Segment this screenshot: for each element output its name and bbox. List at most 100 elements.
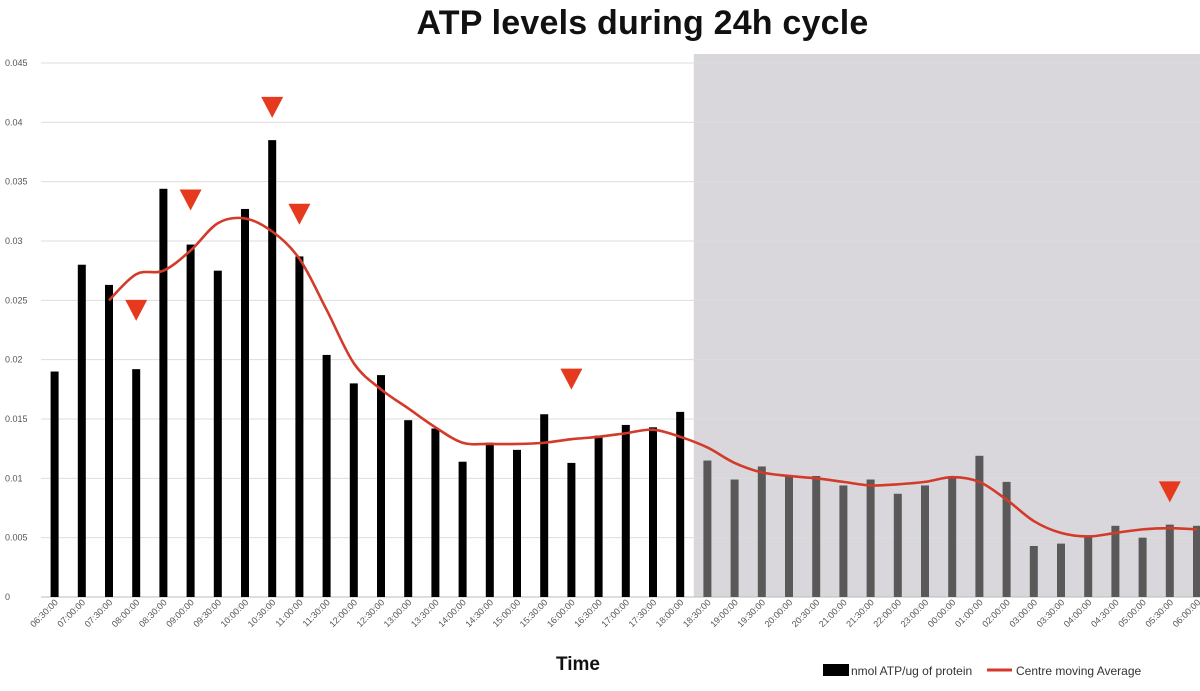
x-tick-label: 11:00:00 bbox=[273, 597, 304, 628]
x-tick-label: 08:30:00 bbox=[137, 597, 169, 629]
y-tick-label: 0.03 bbox=[5, 236, 23, 246]
moving-average-line bbox=[108, 216, 1198, 538]
x-tick-label: 12:30:00 bbox=[355, 597, 387, 629]
bar bbox=[1111, 525, 1120, 597]
y-tick-label: 0.005 bbox=[5, 533, 28, 543]
bar bbox=[513, 449, 521, 597]
chart-title: ATP levels during 24h cycle bbox=[416, 4, 869, 42]
bar bbox=[975, 455, 984, 597]
bar bbox=[1002, 481, 1011, 597]
x-tick-label: 20:00:00 bbox=[763, 597, 795, 629]
annotation-marker bbox=[125, 299, 148, 321]
annotation-markers bbox=[125, 96, 1181, 503]
x-tick-label: 16:00:00 bbox=[545, 597, 577, 629]
bar bbox=[295, 256, 304, 597]
legend-bar-swatch bbox=[823, 664, 849, 676]
moving-average-series bbox=[108, 216, 1198, 538]
bar bbox=[866, 479, 875, 597]
annotation-marker bbox=[261, 96, 284, 118]
gridlines bbox=[41, 62, 1200, 598]
bar bbox=[540, 414, 549, 597]
bar bbox=[567, 462, 576, 597]
annotation-marker bbox=[1158, 481, 1181, 503]
x-tick-label: 09:00:00 bbox=[164, 597, 196, 629]
x-tick-label: 17:00:00 bbox=[599, 597, 631, 629]
x-tick-label: 13:00:00 bbox=[382, 597, 414, 629]
x-tick-label: 15:30:00 bbox=[518, 597, 550, 629]
bar bbox=[186, 244, 195, 597]
legend: nmol ATP/ug of protein Centre moving Ave… bbox=[823, 664, 1142, 678]
x-tick-label: 21:00:00 bbox=[817, 597, 849, 629]
bar bbox=[349, 383, 358, 597]
legend-bar-label: nmol ATP/ug of protein bbox=[851, 664, 972, 678]
x-tick-label: 14:30:00 bbox=[463, 597, 495, 629]
bar bbox=[812, 475, 821, 597]
bar bbox=[268, 140, 277, 597]
bar bbox=[703, 460, 712, 597]
bar bbox=[1084, 535, 1093, 597]
bar-series bbox=[50, 140, 1200, 597]
bar bbox=[431, 428, 440, 597]
x-tick-label: 22:00:00 bbox=[871, 597, 903, 629]
bar bbox=[757, 466, 766, 597]
bar bbox=[105, 284, 113, 597]
x-tick-label: 03:00:00 bbox=[1007, 597, 1039, 629]
x-tick-label: 00:00:00 bbox=[926, 597, 958, 629]
bar bbox=[77, 264, 86, 597]
x-tick-label: 17:30:00 bbox=[627, 597, 659, 629]
x-tick-label: 05:00:00 bbox=[1116, 597, 1148, 629]
bar bbox=[1138, 537, 1147, 597]
x-tick-label: 21:30:00 bbox=[844, 597, 876, 629]
bar bbox=[159, 188, 168, 597]
bar bbox=[621, 424, 630, 597]
bar bbox=[485, 442, 494, 597]
y-tick-label: 0.025 bbox=[5, 295, 28, 305]
x-tick-label: 10:00:00 bbox=[219, 597, 251, 629]
y-tick-label: 0.02 bbox=[5, 355, 23, 365]
annotation-marker bbox=[179, 189, 202, 211]
bar bbox=[921, 485, 929, 597]
bar bbox=[649, 427, 657, 597]
x-tick-label: 11:30:00 bbox=[301, 597, 332, 628]
bar bbox=[322, 354, 331, 597]
x-tick-label: 04:00:00 bbox=[1062, 597, 1094, 629]
x-tick-label: 03:30:00 bbox=[1035, 597, 1067, 629]
night-region-rect bbox=[693, 54, 1200, 597]
x-tick-label: 20:30:00 bbox=[790, 597, 822, 629]
x-tick-label: 07:30:00 bbox=[83, 597, 115, 629]
legend-line-label: Centre moving Average bbox=[1016, 664, 1142, 678]
night-region bbox=[693, 54, 1200, 597]
bar bbox=[893, 493, 902, 597]
x-tick-label: 08:00:00 bbox=[110, 597, 142, 629]
bar bbox=[839, 485, 848, 597]
bar bbox=[50, 371, 59, 597]
x-tick-label: 18:30:00 bbox=[681, 597, 713, 629]
x-tick-label: 02:00:00 bbox=[980, 597, 1012, 629]
bar bbox=[1193, 525, 1200, 597]
bar bbox=[1057, 543, 1065, 597]
x-tick-label: 23:00:00 bbox=[899, 597, 931, 629]
y-axis-ticks: 0 0.005 0.01 0.015 0.02 0.025 0.03 0.035 0.04 0.0… bbox=[5, 58, 28, 602]
bar bbox=[1029, 545, 1038, 597]
x-tick-label: 18:00:00 bbox=[654, 597, 686, 629]
bar bbox=[785, 475, 793, 597]
bar bbox=[730, 479, 739, 597]
bar bbox=[1165, 524, 1174, 597]
x-tick-label: 12:00:00 bbox=[327, 597, 359, 629]
x-tick-label: 15:00:00 bbox=[491, 597, 523, 629]
bar bbox=[594, 435, 603, 597]
y-tick-label: 0.015 bbox=[5, 414, 28, 424]
x-tick-label: 13:30:00 bbox=[409, 597, 441, 629]
y-tick-label: 0 bbox=[5, 592, 10, 602]
x-tick-label: 06:30:00 bbox=[28, 597, 60, 629]
bar bbox=[213, 270, 222, 597]
y-tick-label: 0.04 bbox=[5, 117, 23, 127]
annotation-marker bbox=[560, 368, 583, 390]
bar bbox=[458, 461, 467, 597]
y-tick-label: 0.035 bbox=[5, 177, 28, 187]
x-tick-label: 10:30:00 bbox=[246, 597, 278, 629]
x-tick-label: 01:00:00 bbox=[953, 597, 985, 629]
x-axis-ticks: 06:30:0007:00:0007:30:0008:00:0008:30:00… bbox=[28, 597, 1200, 629]
x-tick-label: 05:30:00 bbox=[1143, 597, 1175, 629]
